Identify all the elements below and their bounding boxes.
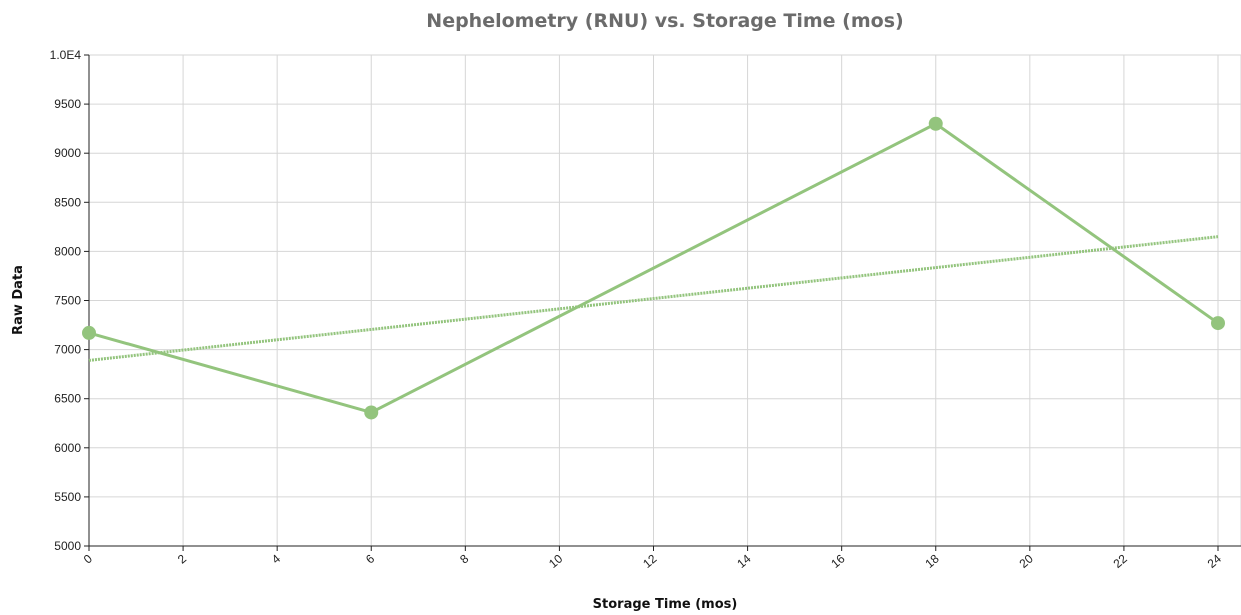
x-tick-labels: 0 2 4 6 8 10 12 14 16 18 20 22 24 [81, 546, 1224, 571]
x-axis-title: Storage Time (mos) [593, 597, 738, 612]
y-tick-label: 6000 [54, 441, 81, 455]
x-tick-label: 12 [640, 551, 659, 571]
chart-title: Nephelometry (RNU) vs. Storage Time (mos… [426, 10, 903, 32]
x-tick-label: 24 [1205, 551, 1224, 571]
y-tick-label: 8000 [54, 244, 81, 258]
x-tick-label: 14 [734, 551, 753, 571]
x-tick-label: 10 [546, 551, 565, 571]
y-tick-label: 7000 [54, 343, 81, 357]
x-tick-label: 2 [175, 551, 189, 566]
y-tick-label: 6500 [54, 392, 81, 406]
data-series-line [88, 122, 1219, 414]
y-tick-label: 7500 [54, 294, 81, 308]
trend-line [88, 235, 1219, 362]
x-tick-label: 20 [1017, 551, 1036, 571]
x-tick-label: 4 [269, 551, 283, 566]
x-tick-label: 8 [457, 551, 471, 566]
x-tick-label: 22 [1111, 551, 1130, 571]
data-point[interactable] [364, 405, 379, 420]
y-tick-label: 5500 [54, 490, 81, 504]
x-tick-label: 0 [81, 551, 95, 566]
grid [88, 54, 1241, 547]
y-tick-label: 8500 [54, 195, 81, 209]
data-point[interactable] [1211, 316, 1225, 331]
y-tick-label: 5000 [54, 539, 81, 553]
y-tick-label: 9000 [54, 146, 81, 160]
data-point[interactable] [82, 325, 96, 340]
series [82, 116, 1225, 420]
y-tick-label: 1.0E4 [50, 48, 82, 62]
x-tick-label: 18 [922, 551, 941, 571]
y-axis-title: Raw Data [11, 265, 26, 335]
x-tick-label: 16 [828, 551, 847, 571]
y-tick-label: 9500 [54, 97, 81, 111]
y-tick-labels: 5000 5500 6000 6500 7000 7500 8000 8500 9000 9500… [50, 48, 89, 553]
x-tick-label: 6 [363, 551, 377, 566]
data-point[interactable] [928, 116, 943, 131]
